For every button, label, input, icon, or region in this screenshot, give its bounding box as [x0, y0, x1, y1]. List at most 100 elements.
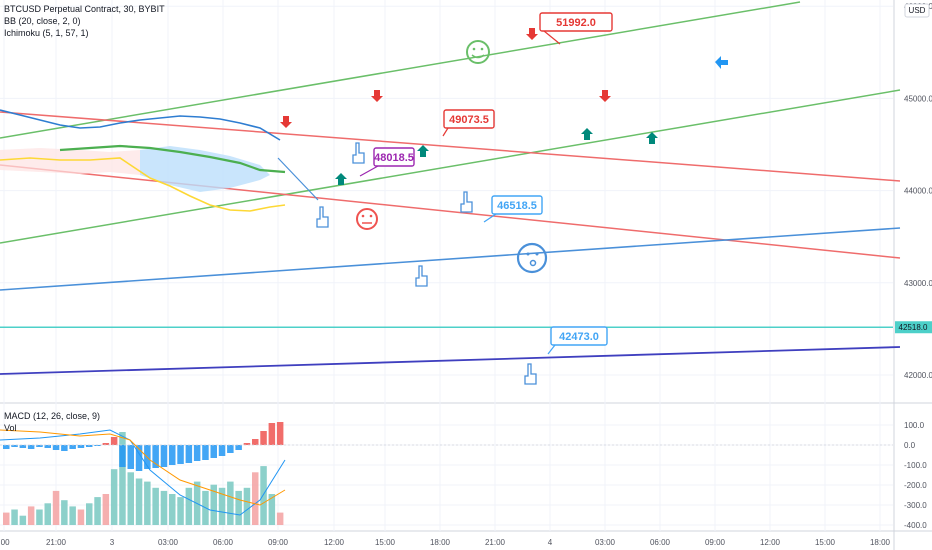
time-tick-label: 12:00	[324, 538, 345, 547]
volume-bar	[3, 512, 10, 525]
price-callout-label: 42473.0	[559, 331, 599, 343]
price-callout-pointer	[483, 213, 497, 223]
symbol-legend[interactable]: BTCUSD Perpetual Contract, 30, BYBIT	[4, 4, 165, 14]
tenkan-line	[0, 157, 286, 212]
arrow-down-icon	[526, 28, 538, 40]
volume-bar	[44, 503, 51, 525]
volume-bar	[102, 494, 110, 525]
macd-histogram-bar	[193, 445, 201, 461]
ichimoku-legend[interactable]: Ichimoku (5, 1, 57, 1)	[4, 28, 89, 38]
volume-bar	[119, 432, 126, 525]
volume-bar	[185, 487, 193, 525]
arrow-up-icon	[646, 132, 658, 144]
kijun-line	[59, 144, 286, 174]
macd-tick-label: -300.0	[904, 501, 927, 510]
macd-histogram-bar	[135, 445, 143, 471]
volume-bar	[94, 497, 101, 525]
blue-trendline	[0, 227, 901, 291]
happy-face-eye	[480, 47, 484, 51]
time-tick-label: 15:00	[815, 538, 836, 547]
arrow-up-icon	[335, 173, 347, 185]
macd-tick-label: -200.0	[904, 481, 927, 490]
pointing-hand-icon	[352, 142, 365, 164]
macd-tick-label: 0.0	[904, 441, 916, 450]
time-tick-label: 09:00	[705, 538, 726, 547]
volume-bar	[61, 500, 68, 525]
volume-bar	[276, 512, 284, 525]
price-callout-box	[443, 109, 495, 129]
price-callout-pointer	[547, 344, 556, 355]
arrow-down-icon	[599, 90, 611, 102]
volume-bar	[86, 503, 93, 525]
happy-face-icon	[466, 40, 490, 64]
macd-legend[interactable]: MACD (12, 26, close, 9)	[4, 411, 101, 421]
macd-histogram-bar	[235, 445, 242, 450]
lower-red-trendline	[0, 164, 901, 259]
macd-histogram-bar	[260, 431, 267, 445]
volume-bar	[36, 509, 43, 525]
macd-histogram-bar	[169, 445, 176, 465]
price-callout-box	[550, 326, 608, 346]
price-tick-label: 42000.0	[904, 371, 932, 380]
volume-bar	[11, 509, 18, 525]
macd-histogram-bar	[27, 445, 35, 449]
macd-histogram-bar	[119, 445, 126, 467]
pointing-hand-icon	[524, 363, 537, 385]
surprised-face-mouth	[529, 259, 537, 267]
price-callout-pointer	[442, 127, 449, 137]
macd-histogram-bar	[268, 423, 276, 445]
lower-green-trendline	[0, 89, 901, 244]
volume-bar	[135, 478, 143, 525]
macd-histogram-bar	[177, 445, 184, 464]
time-tick-label: 03:00	[158, 538, 179, 547]
ichimoku-cloud	[140, 146, 270, 192]
price-callout-pointer	[543, 30, 561, 45]
macd-histogram-bar	[210, 445, 217, 458]
volume-bar	[77, 509, 85, 525]
time-tick-label: 06:00	[213, 538, 234, 547]
macd-histogram-bar	[86, 445, 93, 447]
arrow-up-icon	[581, 128, 593, 140]
price-callout-label: 49073.5	[449, 114, 489, 126]
time-tick-label: 12:00	[760, 538, 781, 547]
macd-tick-label: -400.0	[904, 521, 927, 530]
signal-line	[0, 429, 286, 506]
time-tick-label: 06:00	[650, 538, 671, 547]
time-tick-label: 03:00	[595, 538, 616, 547]
macd-tick-label: -100.0	[904, 461, 927, 470]
surprised-face-icon	[516, 242, 548, 274]
macd-histogram-bar	[3, 445, 10, 449]
macd-histogram-bar	[160, 445, 168, 467]
arrow-left-icon	[715, 56, 728, 69]
price-tick-label: 43000.0	[904, 279, 932, 288]
surprised-face-eye	[535, 252, 539, 256]
volume-bar	[110, 469, 118, 525]
macd-histogram-bar	[69, 445, 76, 449]
macd-histogram-bar	[52, 445, 60, 450]
vol-legend[interactable]: Vol	[4, 423, 17, 433]
macd-histogram-bar	[276, 422, 284, 445]
volume-bar	[260, 466, 267, 525]
time-tick-label: 18:00	[870, 538, 891, 547]
time-tick-label: 3	[110, 538, 115, 547]
volume-bar	[177, 497, 184, 525]
volume-bar	[252, 472, 259, 525]
price-callout-box	[491, 195, 543, 215]
currency-box	[904, 3, 930, 18]
happy-face-mouth	[471, 54, 485, 59]
macd-tick-label: 100.0	[904, 421, 925, 430]
volume-bar	[52, 490, 60, 525]
bb-legend[interactable]: BB (20, close, 2, 0)	[4, 16, 81, 26]
macd-histogram-bar	[218, 445, 226, 456]
pointing-hand-icon	[460, 191, 473, 213]
arrow-up-icon	[417, 145, 429, 157]
macd-histogram-bar	[202, 445, 209, 460]
macd-histogram-bar	[227, 445, 234, 453]
neutral-face-icon	[356, 208, 378, 230]
volume-bar	[27, 506, 35, 525]
drawn-arrow-line	[277, 157, 319, 201]
price-tick-label: 45000.0	[904, 94, 932, 103]
neutral-face-eye	[369, 214, 373, 218]
upper-green-trendline	[0, 1, 801, 139]
